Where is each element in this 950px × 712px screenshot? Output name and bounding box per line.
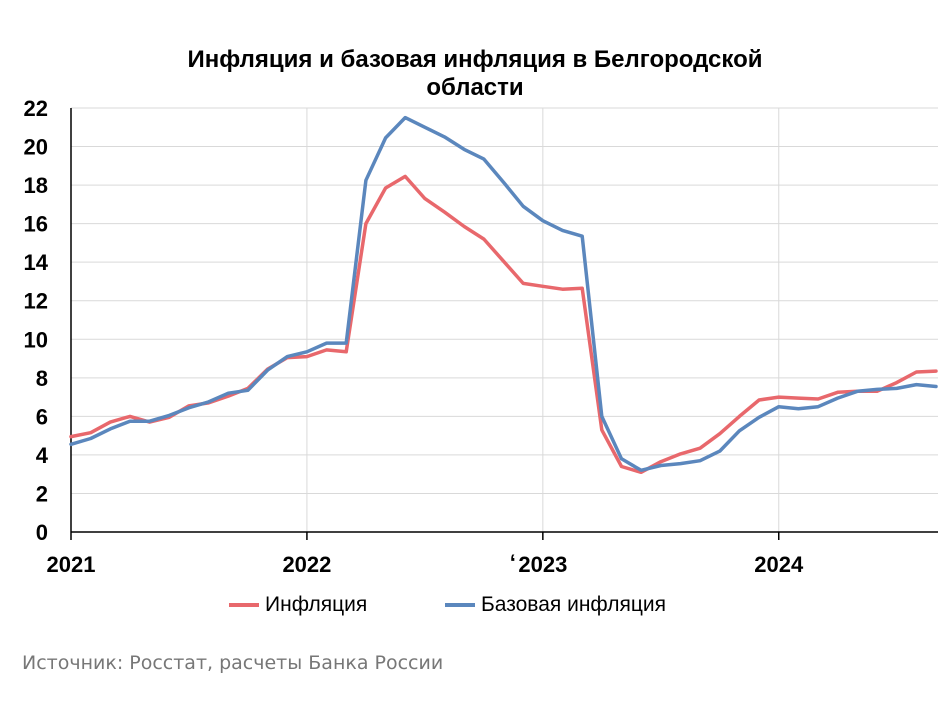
y-tick-label: 12 (24, 289, 48, 314)
y-tick-label: 6 (36, 404, 48, 429)
x-tick-label: 2023 (518, 552, 567, 577)
y-tick-label: 4 (36, 443, 49, 468)
axes (70, 108, 938, 540)
legend-swatch-core-inflation (445, 603, 475, 607)
legend: Инфляция Базовая инфляция (0, 592, 950, 618)
legend-item-core-inflation: Базовая инфляция (445, 592, 666, 618)
chart-title: Инфляция и базовая инфляция в Белгородск… (0, 46, 950, 102)
x-tick-label-prefix: ‘ (510, 550, 516, 575)
series-line-inflation (69, 174, 938, 475)
y-tick-label: 0 (36, 520, 48, 545)
chart-title-line-2: области (426, 74, 524, 101)
series-lines (69, 115, 938, 475)
legend-label-core-inflation: Базовая инфляция (481, 593, 667, 616)
y-tick-label: 14 (24, 250, 49, 275)
y-axis-tick-labels: 0 2 4 6 8 10 12 14 16 18 20 22 (24, 96, 49, 545)
gridlines (71, 107, 938, 532)
x-tick-label: 2021 (47, 552, 96, 577)
chart-title-line-1: Инфляция и базовая инфляция в Белгородск… (187, 46, 763, 73)
series-line-core-inflation (69, 115, 938, 473)
legend-item-inflation: Инфляция (229, 592, 367, 618)
source-note: Источник: Росстат, расчеты Банка России (22, 652, 444, 674)
y-tick-label: 20 (24, 135, 48, 160)
y-tick-label: 22 (24, 96, 48, 121)
x-tick-label: 2022 (282, 552, 331, 577)
y-tick-label: 10 (24, 327, 48, 352)
y-tick-label: 16 (24, 212, 48, 237)
y-tick-label: 2 (36, 481, 48, 506)
y-tick-label: 8 (36, 366, 48, 391)
legend-swatch-inflation (229, 603, 259, 607)
legend-label-inflation: Инфляция (265, 593, 368, 616)
y-tick-label: 18 (24, 173, 48, 198)
x-axis-tick-labels: 2021 2022 2023‘ 2024 (47, 550, 804, 577)
x-tick-label: 2024 (754, 552, 804, 577)
